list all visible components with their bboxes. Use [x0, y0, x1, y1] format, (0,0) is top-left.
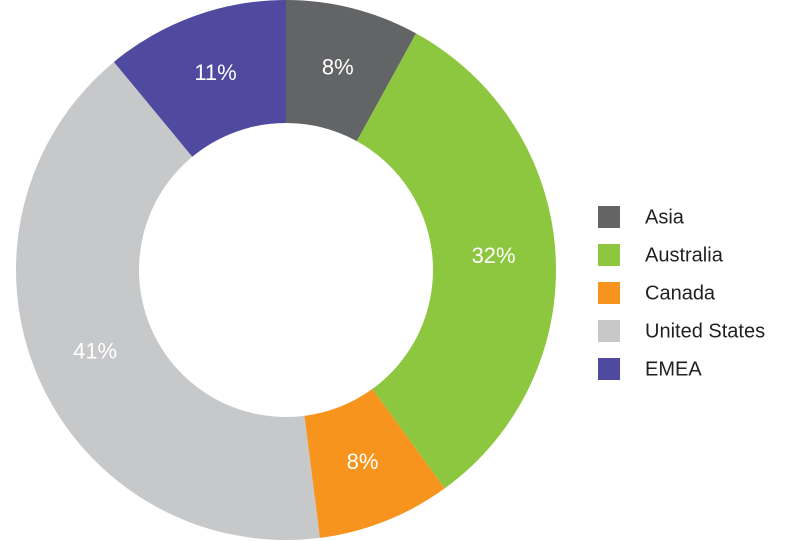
legend-swatch [598, 282, 620, 304]
value-label: 8% [347, 449, 379, 474]
donut-slice [304, 388, 445, 538]
value-label: 41% [73, 338, 117, 363]
legend-label: United States [645, 320, 765, 342]
legend-label: EMEA [645, 358, 702, 380]
legend-swatch [598, 244, 620, 266]
value-label: 11% [194, 60, 236, 85]
value-label: 32% [472, 243, 516, 268]
legend-label: Australia [645, 244, 724, 266]
legend-swatch [598, 206, 620, 228]
legend-label: Asia [645, 206, 685, 228]
legend-label: Canada [645, 282, 716, 304]
donut-slice [286, 0, 417, 142]
value-label: 8% [322, 54, 354, 79]
donut-slice [356, 33, 557, 489]
donut-slice [16, 61, 320, 540]
donut-slice [113, 0, 286, 157]
legend-swatch [598, 358, 620, 380]
legend-swatch [598, 320, 620, 342]
